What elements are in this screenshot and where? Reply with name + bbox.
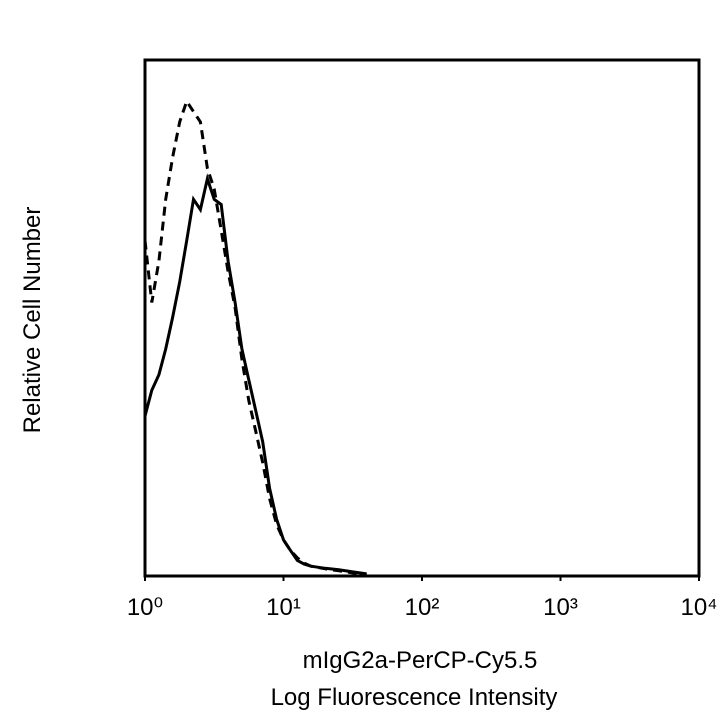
x-tick-label: 10³ <box>543 594 578 621</box>
x-axis-label: mIgG2a-PerCP-Cy5.5 <box>303 647 538 674</box>
x-tick-label: 10⁴ <box>680 594 717 621</box>
x-tick-label: 10² <box>405 594 440 621</box>
histogram-line <box>143 173 367 576</box>
x-tick-label: 10⁰ <box>127 594 163 621</box>
histogram-line <box>143 97 367 577</box>
plot-frame <box>143 58 701 578</box>
x-axis-label: Log Fluorescence Intensity <box>271 684 558 711</box>
x-tick-label: 10¹ <box>266 594 301 621</box>
y-axis-label: Relative Cell Number <box>19 207 46 434</box>
